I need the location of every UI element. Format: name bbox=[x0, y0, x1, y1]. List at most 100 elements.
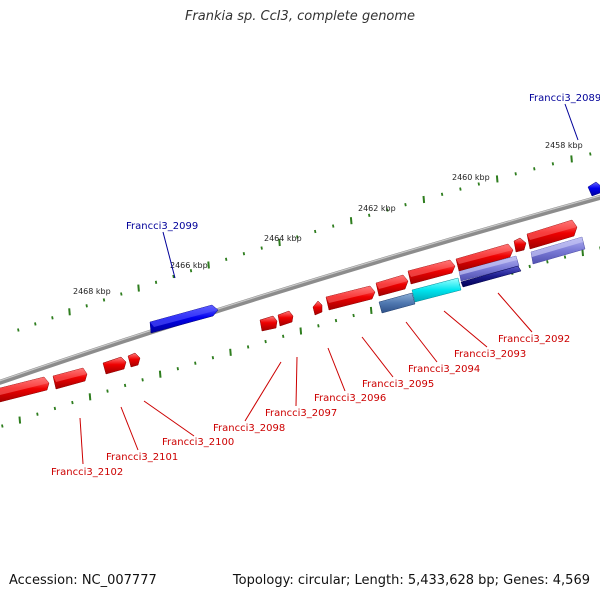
ruler-major-tick bbox=[495, 175, 499, 183]
gene-feature-navy[interactable] bbox=[460, 265, 522, 288]
ruler-lower bbox=[1, 246, 600, 428]
ruler-minor-tick bbox=[260, 246, 263, 250]
gene-label-francci3-2093[interactable]: Francci3_2093 bbox=[454, 349, 526, 360]
genome-backbone bbox=[0, 194, 600, 385]
ruler-minor-tick bbox=[314, 229, 317, 234]
gene-label-francci3-2096[interactable]: Francci3_2096 bbox=[314, 393, 386, 404]
ruler-minor-tick bbox=[120, 292, 123, 296]
ruler-minor-tick bbox=[154, 280, 158, 284]
gene-feature-francci3-2102b[interactable] bbox=[52, 367, 88, 390]
ruler-major-tick bbox=[278, 238, 281, 247]
ruler-minor-tick bbox=[246, 345, 250, 349]
ruler-minor-tick bbox=[85, 304, 88, 308]
ruler-minor-tick bbox=[189, 269, 193, 273]
gene-label-francci3-2092[interactable]: Francci3_2092 bbox=[498, 334, 570, 345]
gene-label-francci3-2097[interactable]: Francci3_2097 bbox=[265, 408, 337, 419]
gene-feature-francci3-2096[interactable] bbox=[325, 285, 376, 311]
ruler-major-tick bbox=[68, 308, 71, 316]
ruler-minor-tick bbox=[102, 298, 106, 302]
gene-label-francci3-2089[interactable]: Francci3_2089 bbox=[529, 93, 600, 104]
ruler-major-tick bbox=[369, 306, 373, 314]
ruler-label-2462: 2462 kbp bbox=[358, 204, 396, 213]
ruler-minor-tick bbox=[368, 213, 371, 217]
ruler-minor-tick bbox=[352, 313, 355, 318]
ruler-minor-tick bbox=[440, 192, 444, 196]
ruler-label-2458: 2458 kbp bbox=[545, 141, 583, 150]
gene-feature-francci3-2102[interactable] bbox=[0, 376, 50, 403]
ruler-minor-tick bbox=[546, 260, 549, 264]
map-title: Frankia sp. CcI3, complete genome bbox=[184, 9, 416, 24]
ruler-minor-tick bbox=[317, 324, 320, 328]
ruler-major-tick bbox=[137, 284, 140, 292]
ruler-major-tick bbox=[570, 155, 573, 163]
ruler-minor-tick bbox=[172, 274, 175, 279]
gene-labels: Francci3_2089 Francci3_2099 Francci3_209… bbox=[51, 93, 600, 478]
gene-feature-francci3-2100[interactable] bbox=[127, 352, 141, 368]
gene-label-francci3-2102[interactable]: Francci3_2102 bbox=[51, 467, 123, 478]
ruler-minor-tick bbox=[141, 378, 144, 382]
ruler-label-2464: 2464 kbp bbox=[264, 234, 302, 243]
ruler-minor-tick bbox=[459, 187, 462, 191]
ruler-minor-tick bbox=[386, 208, 389, 212]
ruler-minor-tick bbox=[194, 361, 197, 365]
ruler-major-tick bbox=[581, 249, 584, 257]
ruler-minor-tick bbox=[1, 424, 4, 428]
ruler-minor-tick bbox=[211, 356, 215, 360]
gene-feature-francci3-2095[interactable] bbox=[375, 274, 409, 297]
gene-feature-cyan[interactable] bbox=[411, 277, 462, 303]
ruler-minor-tick bbox=[242, 252, 246, 256]
ruler-minor-tick bbox=[528, 264, 531, 269]
gene-feature-small-2092b[interactable] bbox=[513, 237, 527, 253]
ruler-minor-tick bbox=[36, 412, 39, 416]
gene-feature-francci3-2099[interactable] bbox=[149, 304, 219, 334]
gene-feature-steel[interactable] bbox=[378, 292, 416, 314]
ruler-minor-tick bbox=[404, 203, 407, 207]
ruler-upper bbox=[17, 152, 592, 332]
ruler-major-tick bbox=[158, 370, 162, 378]
gene-label-francci3-2095[interactable]: Francci3_2095 bbox=[362, 379, 434, 390]
gene-feature-francci3-2098[interactable] bbox=[259, 315, 278, 332]
accession-text: Accession: NC_007777 bbox=[9, 573, 157, 588]
ruler-label-2460: 2460 kbp bbox=[452, 173, 490, 182]
ruler-minor-tick bbox=[533, 167, 536, 171]
ruler-major-tick bbox=[18, 416, 22, 424]
ruler-major-tick bbox=[207, 261, 210, 269]
gene-feature-francci3-2097[interactable] bbox=[312, 300, 323, 316]
ruler-minor-tick bbox=[71, 400, 74, 405]
ruler-minor-tick bbox=[334, 318, 338, 323]
gene-label-francci3-2099[interactable]: Francci3_2099 bbox=[126, 221, 198, 232]
ruler-minor-tick bbox=[225, 257, 228, 261]
ruler-minor-tick bbox=[514, 172, 517, 176]
gene-feature-francci3-2089[interactable] bbox=[587, 181, 600, 197]
ruler-minor-tick bbox=[332, 224, 335, 228]
ruler-labels: 2458 kbp 2460 kbp 2462 kbp 2464 kbp 2466… bbox=[73, 141, 583, 296]
ruler-minor-tick bbox=[106, 389, 109, 393]
ruler-major-tick bbox=[299, 327, 303, 335]
gene-label-francci3-2101[interactable]: Francci3_2101 bbox=[106, 452, 178, 463]
gene-feature-francci3-2094[interactable] bbox=[407, 259, 456, 285]
gene-feature-francci3-2092[interactable] bbox=[526, 219, 578, 250]
ruler-minor-tick bbox=[477, 182, 480, 186]
genome-summary-text: Topology: circular; Length: 5,433,628 bp… bbox=[232, 573, 590, 588]
gene-label-francci3-2098[interactable]: Francci3_2098 bbox=[213, 423, 285, 434]
ruler-minor-tick bbox=[563, 255, 567, 259]
ruler-minor-tick bbox=[264, 339, 267, 344]
ruler-minor-tick bbox=[34, 322, 37, 326]
gene-feature-francci3-2098a[interactable] bbox=[277, 310, 294, 327]
genome-backbone-highlight bbox=[0, 195, 600, 382]
ruler-label-2468: 2468 kbp bbox=[73, 287, 111, 296]
ruler-minor-tick bbox=[53, 406, 57, 411]
gene-feature-lavender-mid[interactable] bbox=[458, 255, 520, 282]
gene-label-francci3-2100[interactable]: Francci3_2100 bbox=[162, 437, 234, 448]
gene-label-francci3-2094[interactable]: Francci3_2094 bbox=[408, 364, 480, 375]
callout-lines bbox=[79, 103, 579, 465]
gene-feature-francci3-2101[interactable] bbox=[102, 356, 127, 375]
gene-feature-francci3-2093[interactable] bbox=[455, 243, 514, 272]
ruler-minor-tick bbox=[51, 316, 54, 320]
gene-feature-lavender-right[interactable] bbox=[530, 236, 586, 265]
ruler-label-2466: 2466 kbp bbox=[170, 261, 208, 270]
ruler-minor-tick bbox=[296, 235, 299, 239]
ruler-minor-tick bbox=[17, 328, 20, 332]
